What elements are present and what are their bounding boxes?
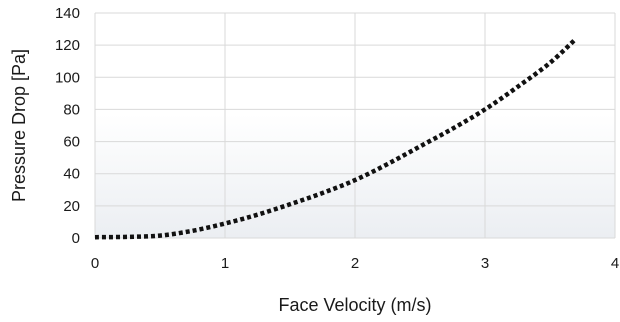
y-tick-label: 40 (63, 166, 80, 183)
y-tick-label: 100 (55, 69, 80, 86)
y-axis-title: Pressure Drop [Pa] (9, 49, 29, 202)
y-tick-label: 120 (55, 37, 80, 54)
gridlines (94, 12, 616, 239)
data-series (94, 37, 578, 240)
y-tick-label: 140 (55, 5, 80, 22)
x-tick-label: 4 (611, 255, 619, 272)
tick-labels: 0 20 40 60 80 100 120 140 0 1 2 3 4 (55, 5, 619, 272)
y-tick-label: 0 (72, 230, 80, 247)
series-line (94, 37, 578, 240)
x-axis-title: Face Velocity (m/s) (278, 295, 431, 315)
y-tick-label: 60 (63, 134, 80, 151)
y-tick-label: 20 (63, 198, 80, 215)
x-tick-label: 2 (351, 255, 359, 272)
y-tick-label: 80 (63, 101, 80, 118)
x-tick-label: 1 (221, 255, 229, 272)
x-tick-label: 3 (481, 255, 489, 272)
x-tick-label: 0 (91, 255, 99, 272)
